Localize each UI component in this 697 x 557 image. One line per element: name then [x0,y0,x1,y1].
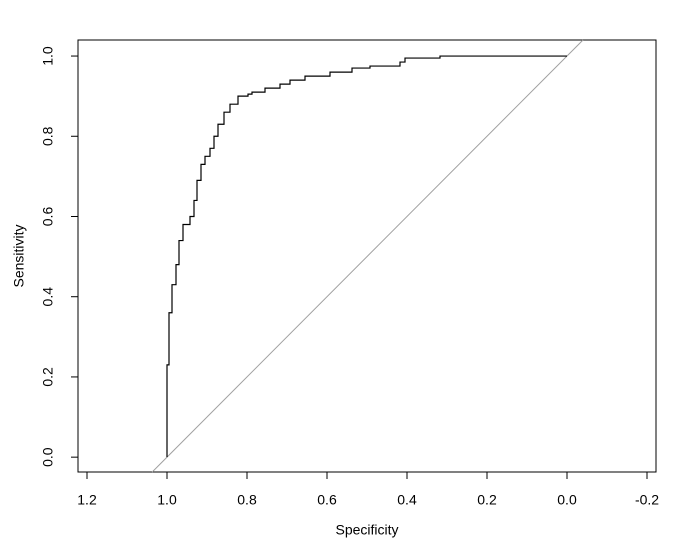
y-tick-label: 0.8 [40,126,56,146]
x-tick-label: -0.2 [635,492,659,508]
y-tick-label: 0.2 [40,367,56,387]
x-tick-label: 0.2 [477,492,497,508]
x-tick-label: 0.6 [317,492,337,508]
y-tick-label: 0.0 [40,447,56,467]
x-tick-label: 1.2 [77,492,97,508]
y-axis-label: Sensitivity [11,224,27,287]
x-tick-label: 0.0 [557,492,577,508]
roc-curve [166,55,567,458]
y-tick-label: 0.4 [40,287,56,307]
x-tick-label: 1.0 [157,492,177,508]
x-tick-label: 0.8 [237,492,257,508]
y-tick-label: 0.6 [40,207,56,227]
x-axis-label: Specificity [335,522,398,538]
y-tick-label: 1.0 [40,46,56,66]
reference-diagonal [151,39,584,473]
x-tick-label: 0.4 [397,492,417,508]
